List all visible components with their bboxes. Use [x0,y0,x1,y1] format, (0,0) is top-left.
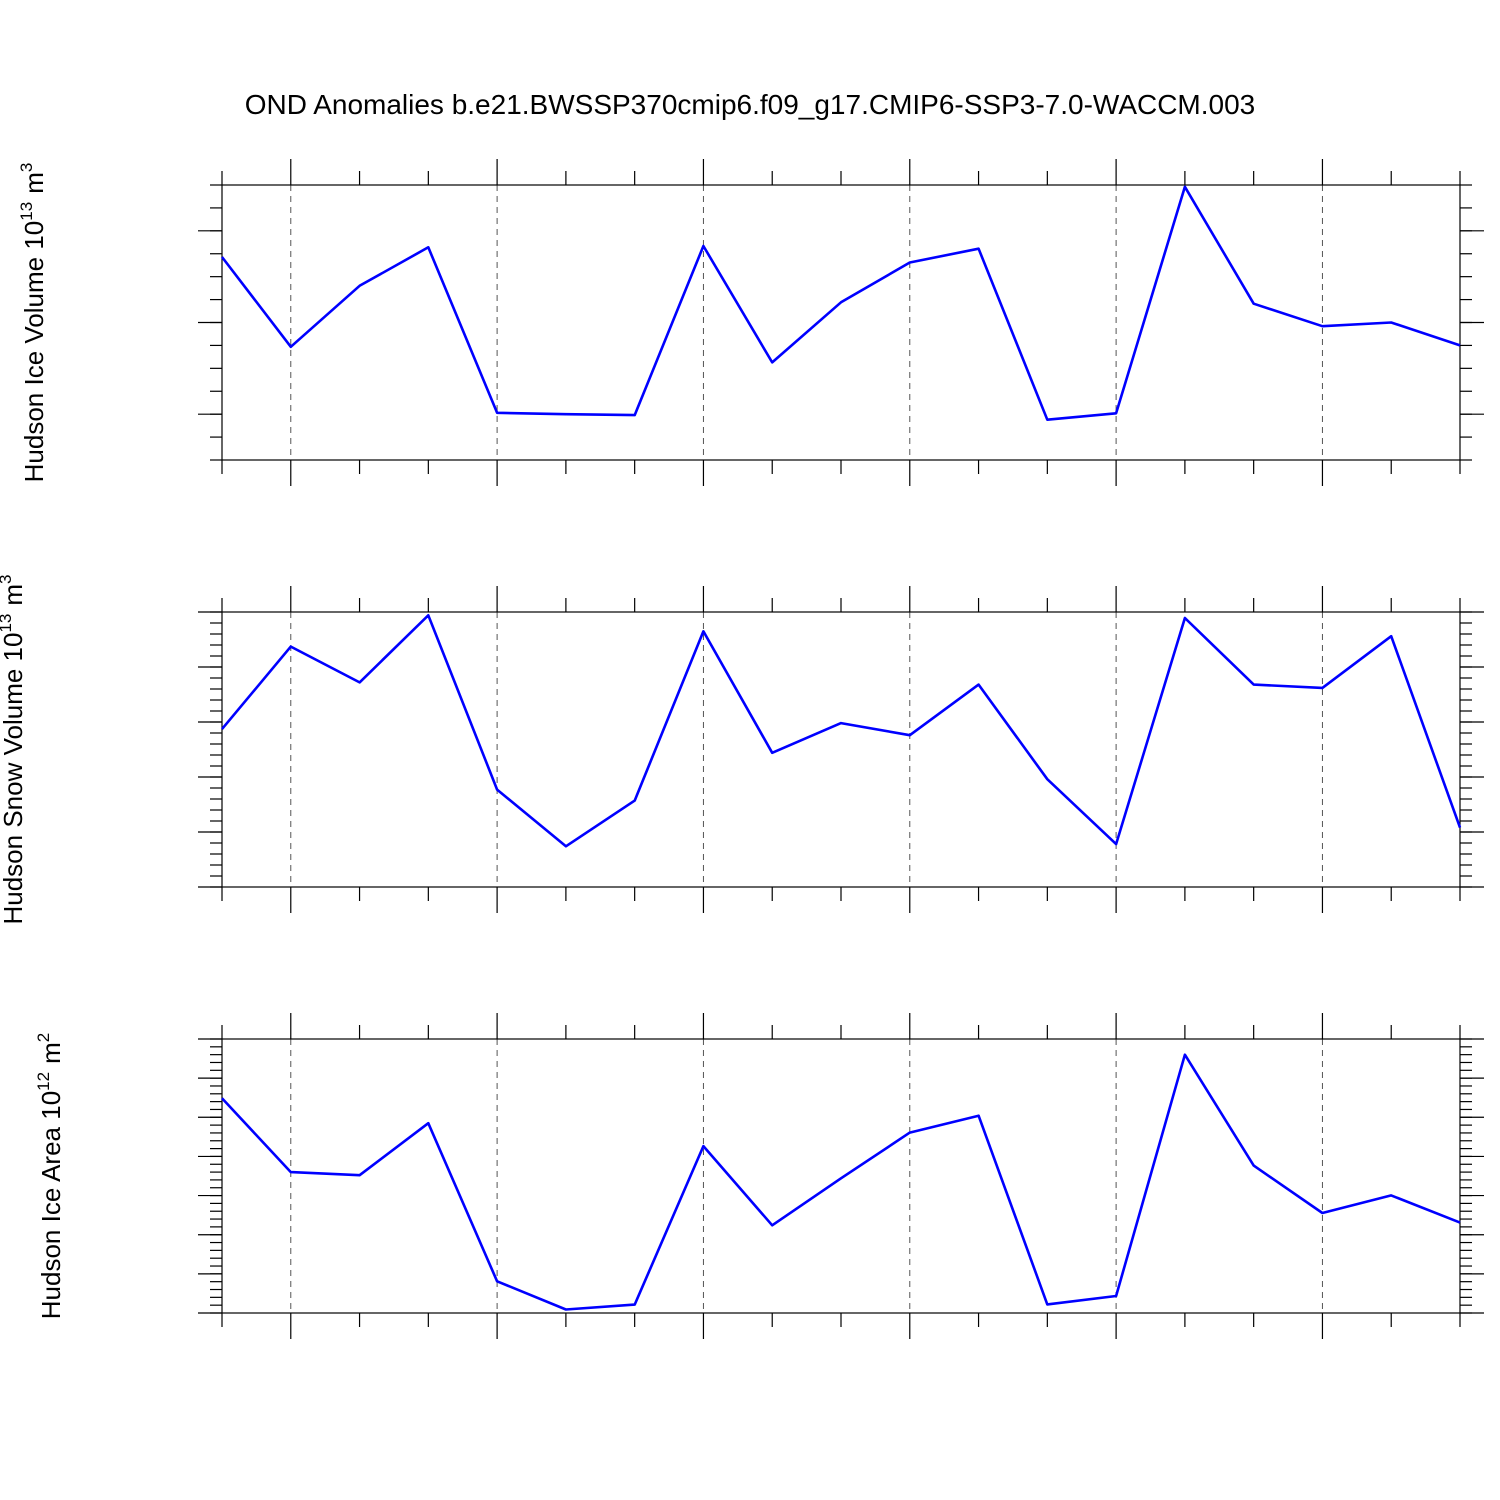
data-point-2050 [1183,616,1187,620]
data-point-2046 [908,260,912,264]
data-point-2054 [1458,1221,1462,1225]
data-point-2051 [1252,683,1256,687]
y-axis-label-exponent: 13 [17,202,36,221]
data-point-2042 [633,799,637,803]
data-point-2048 [1045,777,1049,781]
plot-frame [221,611,1461,888]
data-point-2051 [1252,302,1256,306]
data-point-2037 [289,645,293,649]
data-point-2039 [426,613,430,617]
data-point-2040 [495,411,499,415]
data-point-2049 [1114,1294,1118,1298]
data-point-2040 [495,788,499,792]
data-point-2046 [908,1131,912,1135]
data-point-2043 [701,244,705,248]
data-point-2041 [564,412,568,416]
y-axis-label: Hudson Ice Area 1012 m2 [34,1033,66,1319]
figure-title: OND Anomalies b.e21.BWSSP370cmip6.f09_g1… [245,89,1256,120]
data-point-2045 [839,300,843,304]
data-point-2043 [701,629,705,633]
plot-frame [221,1038,1461,1314]
data-point-2045 [839,721,843,725]
data-point-2041 [564,1307,568,1311]
data-point-2036 [220,727,224,731]
y-axis-label-main: Hudson Ice Volume 10 [19,221,49,483]
data-point-2047 [977,247,981,251]
data-point-2051 [1252,1164,1256,1168]
y-axis-label-main: Hudson Snow Volume 10 [0,633,28,925]
data-point-2036 [220,1096,224,1100]
series-line [221,1053,1461,1311]
data-point-2038 [358,284,362,288]
y-axis-label-exponent: 13 [0,614,15,633]
data-point-2053 [1389,321,1393,325]
data-point-2046 [908,733,912,737]
data-point-2054 [1458,826,1462,830]
y-axis-label-unit: m [36,1042,66,1064]
y-axis-label-main: Hudson Ice Area 10 [36,1091,66,1319]
data-point-2044 [770,1223,774,1227]
data-point-2044 [770,360,774,364]
y-axis-label-exponent: 12 [34,1072,53,1091]
series-line [220,185,1461,422]
data-point-2044 [770,751,774,755]
data-point-2037 [289,1170,293,1174]
data-point-2038 [358,680,362,684]
y-axis-label: Hudson Snow Volume 1013 m3 [0,574,28,924]
data-point-2049 [1114,411,1118,415]
data-point-2041 [564,844,568,848]
data-point-2036 [220,255,224,259]
data-point-2039 [426,1121,430,1125]
data-point-2039 [426,245,430,249]
data-point-2047 [977,1114,981,1118]
y-axis-label-unit-exponent: 3 [0,574,15,583]
data-point-2045 [839,1176,843,1180]
data-point-2037 [289,345,293,349]
data-point-2049 [1114,842,1118,846]
data-point-2052 [1320,1211,1324,1215]
data-point-2043 [701,1144,705,1148]
data-point-2040 [495,1279,499,1283]
data-point-2038 [358,1173,362,1177]
data-point-2052 [1320,686,1324,690]
plot-frame [221,184,1461,461]
data-point-2054 [1458,343,1462,347]
y-axis-label: Hudson Ice Volume 1013 m3 [17,163,49,483]
data-point-2042 [633,1303,637,1307]
data-point-2053 [1389,1193,1393,1197]
data-point-2042 [633,413,637,417]
series-line [221,613,1462,848]
panel-ice-area: Hudson Ice Area 1012 m2 [34,1013,1484,1339]
data-point-2048 [1045,1302,1049,1306]
data-point-2047 [977,683,981,687]
y-axis-label-unit-exponent: 2 [34,1033,53,1042]
y-axis-label-unit: m [0,584,28,606]
data-point-2050 [1183,1053,1187,1057]
data-point-2048 [1045,418,1049,422]
panel-snow-volume: Hudson Snow Volume 1013 m3 [0,574,1484,925]
data-point-2050 [1183,185,1187,189]
data-point-2053 [1389,634,1393,638]
y-axis-label-unit: m [19,172,49,194]
data-point-2052 [1320,324,1324,328]
panel-ice-volume: Hudson Ice Volume 1013 m3 [17,159,1484,486]
y-axis-label-unit-exponent: 3 [17,163,36,172]
